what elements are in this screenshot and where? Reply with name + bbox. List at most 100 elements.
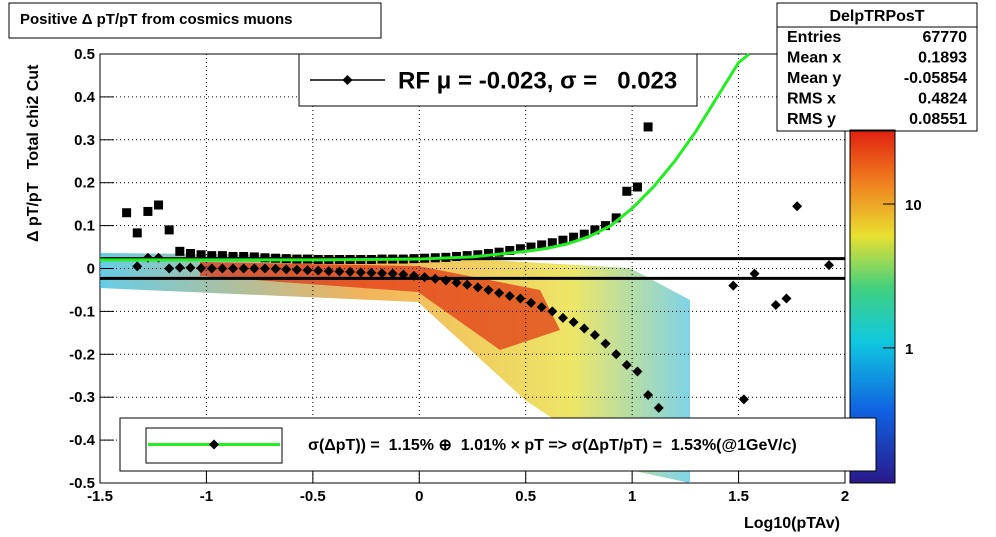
square-marker xyxy=(132,228,142,238)
square-marker xyxy=(260,253,270,263)
diamond-marker xyxy=(228,263,239,274)
legend-text: σ(ΔpT)) = 1.15% ⊕ 1.01% × pT => σ(ΔpT/pT… xyxy=(308,437,797,454)
square-marker xyxy=(143,206,153,216)
diamond-marker xyxy=(472,282,483,293)
title-box xyxy=(8,2,382,39)
stats-value: 0.1893 xyxy=(918,50,967,67)
diamond-marker xyxy=(589,329,600,340)
diamond-marker xyxy=(270,263,281,274)
diamond-marker xyxy=(185,262,196,273)
stats-title: DelpTRPosT xyxy=(829,8,924,25)
diamond-marker xyxy=(291,264,302,275)
square-marker xyxy=(473,250,483,260)
diamond-marker xyxy=(600,338,611,349)
diamond-marker xyxy=(451,277,462,288)
square-marker xyxy=(207,251,217,261)
square-marker xyxy=(185,248,195,258)
diamond-marker xyxy=(440,275,451,286)
y-axis-label: Δ pT/pT Total chi2 Cut xyxy=(25,64,42,242)
square-marker xyxy=(611,213,621,223)
x-axis-label: Log10(pTAv) xyxy=(744,515,840,532)
x-tick-label: -1.5 xyxy=(87,488,113,505)
y-tick-label: 0.3 xyxy=(74,132,95,149)
color-bar-frame xyxy=(849,129,896,484)
diamond-marker xyxy=(462,279,473,290)
diamond-marker xyxy=(611,349,622,360)
x-tick-label: 1.5 xyxy=(728,488,749,505)
square-marker xyxy=(558,235,568,245)
diamond-marker xyxy=(206,263,217,274)
x-tick-label: 0 xyxy=(415,488,423,505)
diamond-marker xyxy=(377,268,388,279)
square-marker xyxy=(217,251,227,261)
legend-box xyxy=(298,53,698,107)
stats-value: 0.08551 xyxy=(909,111,967,128)
diamond-marker xyxy=(515,293,526,304)
y-tick-label: -0.4 xyxy=(69,432,96,449)
diamond-marker xyxy=(526,297,537,308)
stats-label: RMS x xyxy=(787,91,836,108)
stats-box xyxy=(776,2,978,132)
diamond-marker xyxy=(557,312,568,323)
square-marker xyxy=(483,248,493,258)
square-marker xyxy=(622,186,632,196)
square-marker xyxy=(249,252,259,262)
stats-value: 67770 xyxy=(923,29,968,46)
diamond-marker xyxy=(749,268,760,279)
diamond-marker xyxy=(196,263,207,274)
square-marker xyxy=(632,182,642,192)
diamond-marker xyxy=(408,270,419,281)
diamond-marker xyxy=(355,267,366,278)
y-tick-label: 0.1 xyxy=(74,218,95,235)
plot-layer xyxy=(99,52,846,484)
y-tick-label: -0.1 xyxy=(69,303,95,320)
square-marker xyxy=(579,229,589,239)
chart-title: Positive Δ pT/pT from cosmics muons xyxy=(20,11,293,28)
stats-value: -0.05854 xyxy=(904,70,967,87)
diamond-marker xyxy=(238,263,249,274)
square-marker xyxy=(494,247,504,257)
diamond-marker xyxy=(249,263,260,274)
diamond-marker xyxy=(302,265,313,276)
square-marker xyxy=(462,251,472,261)
diamond-marker xyxy=(345,266,356,277)
legend-marker xyxy=(209,439,219,450)
square-marker xyxy=(196,250,206,260)
square-marker xyxy=(228,251,238,261)
z-tick-label: 10 xyxy=(905,197,922,214)
square-marker xyxy=(122,208,132,218)
square-marker xyxy=(164,225,174,235)
diamond-marker xyxy=(738,394,749,405)
square-marker xyxy=(515,244,525,254)
diamond-marker xyxy=(430,273,441,284)
square-marker xyxy=(643,122,653,132)
y-tick-label: 0.2 xyxy=(74,175,95,192)
stats-label: Mean x xyxy=(787,50,841,67)
diamond-marker xyxy=(653,402,664,413)
z-tick-label: 1 xyxy=(905,341,913,358)
diamond-marker xyxy=(632,366,643,377)
diamond-marker xyxy=(164,263,175,274)
y-tick-label: 0.4 xyxy=(74,89,96,106)
x-tick-label: 0.5 xyxy=(515,488,536,505)
diamond-marker xyxy=(281,264,292,275)
diamond-marker xyxy=(568,317,579,328)
square-marker xyxy=(271,253,281,263)
x-tick-label: 2 xyxy=(841,488,849,505)
y-tick-label: -0.3 xyxy=(69,389,95,406)
stats-label: RMS y xyxy=(787,111,836,128)
diamond-marker xyxy=(792,201,803,212)
diamond-marker xyxy=(781,293,792,304)
diamond-marker xyxy=(547,306,558,317)
fit-curve xyxy=(100,52,751,262)
diamond-marker xyxy=(643,390,654,401)
y-tick-label: 0 xyxy=(87,261,95,278)
legend-marker xyxy=(342,75,353,85)
x-tick-label: 1 xyxy=(628,488,636,505)
diamond-marker xyxy=(259,263,270,274)
stats-label: Entries xyxy=(787,29,841,46)
diamond-marker xyxy=(504,290,515,301)
diamond-marker xyxy=(217,263,228,274)
square-marker xyxy=(526,242,536,252)
